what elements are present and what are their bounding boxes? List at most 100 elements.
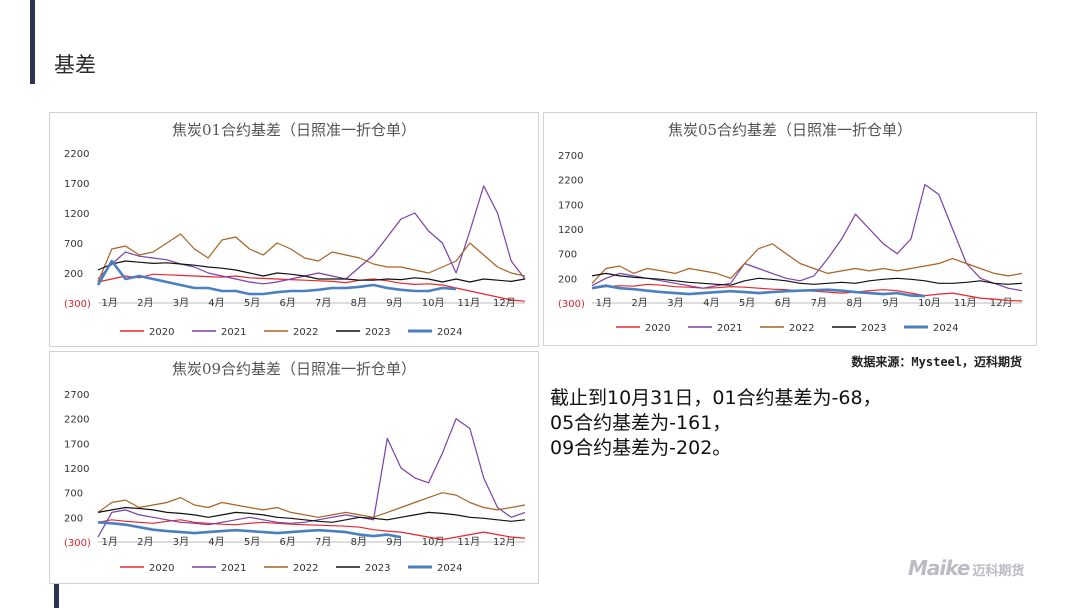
legend-label-2020: 2020 (149, 563, 174, 574)
y-tick-label: (300) (64, 299, 91, 310)
y-tick-label: 1200 (558, 225, 583, 236)
legend-label-2022: 2022 (293, 563, 318, 574)
chart-panel-09: 焦炭09合约基差（日照准一折仓单） 2700 2200 1700 1200 700 200 (… (49, 351, 539, 584)
y-tick-label: (300) (64, 538, 91, 549)
accent-bar-bottom (54, 583, 59, 608)
x-tick-label: 2月 (137, 297, 153, 309)
x-tick-label: 9月 (386, 536, 402, 548)
series-line-2024 (96, 259, 457, 296)
x-tick-label: 1月 (102, 297, 118, 309)
x-tick-label: 4月 (208, 297, 224, 309)
y-tick-label: 2700 (64, 390, 89, 401)
y-tick-label: 700 (558, 250, 577, 261)
y-tick-label: 200 (558, 274, 577, 285)
y-tick-label: 2200 (64, 415, 89, 426)
series-line-2020 (97, 273, 526, 302)
series-line-2023 (591, 272, 1023, 286)
series-line-2024 (591, 284, 925, 298)
series-line-2021 (97, 185, 526, 285)
x-tick-label: 2月 (631, 297, 647, 309)
x-tick-label: 5月 (739, 297, 755, 309)
x-tick-label: 10月 (422, 297, 445, 309)
x-tick-label: 11月 (954, 297, 977, 309)
x-tick-label: 7月 (315, 297, 331, 309)
series-line-2021 (591, 184, 1023, 292)
x-tick-label: 12月 (493, 536, 516, 548)
x-tick-label: 8月 (351, 536, 367, 548)
chart-05: 焦炭05合约基差（日照准一折仓单） 2700 2200 1700 1200 700 200 (… (558, 121, 1023, 334)
chart-panel-05: 焦炭05合约基差（日照准一折仓单） 2700 2200 1700 1200 700 200 (… (543, 112, 1037, 346)
x-tick-label: 4月 (208, 536, 224, 548)
legend-label-2021: 2021 (221, 327, 246, 338)
x-tick-label: 6月 (279, 297, 295, 309)
series-line-2022 (97, 233, 526, 283)
x-tick-label: 5月 (244, 297, 260, 309)
y-tick-label: 1700 (558, 200, 583, 211)
chart-title: 焦炭09合约基差（日照准一折仓单） (172, 360, 416, 378)
x-tick-label: 11月 (457, 297, 480, 309)
x-tick-label: 9月 (882, 297, 898, 309)
x-tick-label: 3月 (667, 297, 683, 309)
y-tick-label: 1700 (64, 439, 89, 450)
legend-label-2020: 2020 (149, 327, 174, 338)
chart-01: 焦炭01合约基差（日照准一折仓单） 2200 1700 1200 700 200 (300)… (64, 121, 526, 338)
x-tick-label: 3月 (173, 297, 189, 309)
chart-panel-01: 焦炭01合约基差（日照准一折仓单） 2200 1700 1200 700 200 (300)… (49, 112, 539, 347)
legend-label-2022: 2022 (293, 327, 318, 338)
data-source-note: 数据来源：Mysteel，迈科期货 (851, 355, 1022, 369)
page-title: 基差 (54, 53, 96, 77)
series-line-2022 (591, 243, 1023, 284)
legend-label-2023: 2023 (861, 323, 886, 334)
series-line-2024 (97, 521, 402, 539)
legend-label-2023: 2023 (365, 563, 390, 574)
x-tick-label: 6月 (279, 536, 295, 548)
y-tick-label: 2200 (64, 149, 89, 160)
x-tick-label: 8月 (846, 297, 862, 309)
y-tick-label: 1200 (64, 209, 89, 220)
chart-title: 焦炭01合约基差（日照准一折仓单） (172, 121, 416, 139)
summary-line-3: 09合约基差为-202。 (550, 437, 732, 459)
x-tick-label: 8月 (351, 297, 367, 309)
legend-label-2020: 2020 (645, 323, 670, 334)
summary-text: 截止到10月31日，01合约基差为-68， 05合约基差为-161， 09合约基… (550, 386, 882, 461)
x-tick-label: 11月 (457, 536, 480, 548)
x-tick-label: 4月 (703, 297, 719, 309)
x-tick-label: 10月 (918, 297, 941, 309)
legend-label-2023: 2023 (365, 327, 390, 338)
y-tick-label: 1200 (64, 464, 89, 475)
y-tick-label: 200 (64, 513, 83, 524)
x-tick-label: 7月 (811, 297, 827, 309)
x-tick-label: 1月 (596, 297, 612, 309)
series-line-2022 (97, 492, 526, 518)
series-line-2023 (97, 506, 526, 523)
legend-label-2024: 2024 (437, 327, 462, 338)
legend-label-2024: 2024 (437, 563, 462, 574)
y-tick-label: 2200 (558, 176, 583, 187)
x-tick-label: 7月 (315, 536, 331, 548)
series-line-2023 (97, 260, 526, 283)
chart-title: 焦炭05合约基差（日照准一折仓单） (668, 121, 912, 139)
legend-label-2022: 2022 (789, 323, 814, 334)
chart-09: 焦炭09合约基差（日照准一折仓单） 2700 2200 1700 1200 700 200 (… (64, 360, 526, 574)
y-tick-label: (300) (558, 299, 585, 310)
series-line-2020 (97, 519, 526, 541)
x-tick-label: 5月 (244, 536, 260, 548)
logo-wordmark: Maike (908, 556, 970, 580)
y-tick-label: 200 (64, 269, 83, 280)
legend-label-2021: 2021 (221, 563, 246, 574)
maike-logo: Maike 迈科期货 (908, 556, 1024, 580)
y-tick-label: 2700 (558, 151, 583, 162)
series-line-2021 (97, 418, 526, 538)
summary-line-1: 截止到10月31日，01合约基差为-68， (550, 387, 882, 409)
y-tick-label: 1700 (64, 179, 89, 190)
y-tick-label: 700 (64, 239, 83, 250)
x-tick-label: 9月 (386, 297, 402, 309)
x-tick-label: 1月 (102, 536, 118, 548)
x-tick-label: 6月 (775, 297, 791, 309)
logo-cn-name: 迈科期货 (972, 564, 1025, 579)
x-tick-label: 3月 (173, 536, 189, 548)
legend-label-2024: 2024 (933, 323, 958, 334)
accent-bar-top (30, 0, 35, 84)
x-tick-label: 2月 (137, 536, 153, 548)
legend-label-2021: 2021 (717, 323, 742, 334)
